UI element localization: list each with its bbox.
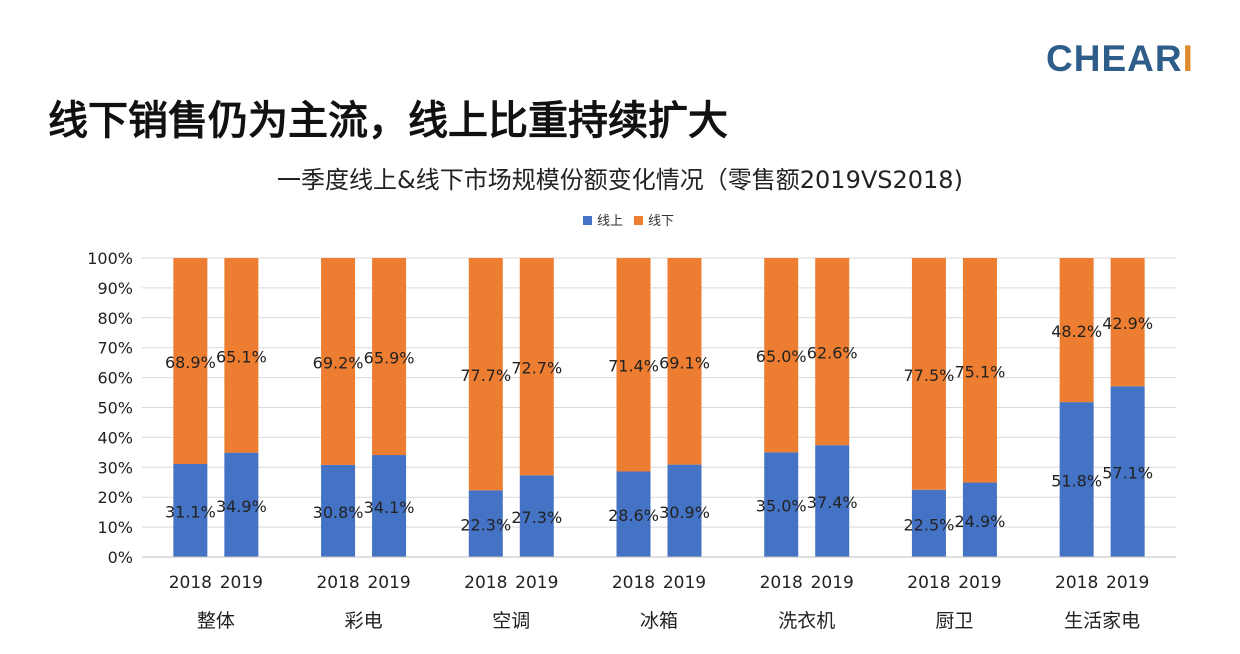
bar-online <box>321 464 356 557</box>
data-label-online: 22.5% <box>904 515 955 534</box>
data-label-online: 28.6% <box>608 506 659 525</box>
y-tick-label: 30% <box>97 458 133 477</box>
data-label-online: 31.1% <box>165 503 216 522</box>
data-label-online: 27.3% <box>511 508 562 527</box>
bar-offline <box>764 258 799 453</box>
bar-offline <box>616 258 651 472</box>
bar-offline <box>224 258 259 453</box>
x-category-label: 洗衣机 <box>778 610 835 632</box>
x-tick-year: 2018 <box>907 573 950 593</box>
bar-online <box>519 475 554 557</box>
y-tick-label: 0% <box>108 548 133 567</box>
bar-online <box>815 445 850 557</box>
data-label-offline: 71.4% <box>608 357 659 376</box>
bar-offline <box>1059 258 1094 403</box>
bar-offline <box>173 258 208 465</box>
chart-title: 一季度线上&线下市场规模份额变化情况（零售额2019VS2018) <box>277 166 963 194</box>
bar-online <box>372 455 407 557</box>
bar-online <box>962 482 997 557</box>
x-tick-year: 2019 <box>663 573 706 593</box>
x-category-label: 整体 <box>197 610 235 632</box>
x-tick-year: 2019 <box>1106 573 1149 593</box>
y-tick-label: 40% <box>97 428 133 447</box>
x-tick-year: 2019 <box>958 573 1001 593</box>
data-label-online: 57.1% <box>1102 464 1153 483</box>
y-tick-label: 70% <box>97 339 133 358</box>
legend-label-online: 线上 <box>597 214 623 229</box>
bar-offline <box>815 258 850 446</box>
chear-logo: CHEARI <box>1046 38 1194 80</box>
x-category-label: 彩电 <box>345 610 383 632</box>
data-label-online: 34.9% <box>216 497 267 516</box>
x-tick-year: 2019 <box>367 573 410 593</box>
x-tick-year: 2019 <box>515 573 558 593</box>
data-label-offline: 77.5% <box>904 366 955 385</box>
x-tick-year: 2018 <box>612 573 655 593</box>
data-label-online: 22.3% <box>460 516 511 535</box>
legend-swatch-online <box>583 216 592 225</box>
page-headline: 线下销售仍为主流，线上比重持续扩大 <box>48 98 728 144</box>
bar-offline <box>321 258 356 465</box>
data-label-offline: 62.6% <box>807 344 858 363</box>
data-label-online: 35.0% <box>756 497 807 516</box>
logo-text: CHEAR <box>1046 38 1183 79</box>
logo-accent: I <box>1182 38 1194 79</box>
y-tick-label: 100% <box>87 249 133 268</box>
y-tick-label: 80% <box>97 309 133 328</box>
bar-offline <box>667 258 702 465</box>
legend-label-offline: 线下 <box>648 214 674 229</box>
x-tick-year: 2019 <box>220 573 263 593</box>
bar-online <box>667 464 702 557</box>
data-label-offline: 42.9% <box>1102 314 1153 333</box>
data-label-offline: 69.2% <box>313 353 364 372</box>
data-label-offline: 48.2% <box>1051 322 1102 341</box>
bar-offline <box>962 258 997 483</box>
bar-online <box>468 490 503 557</box>
bar-offline <box>1110 258 1145 387</box>
y-tick-label: 90% <box>97 279 133 298</box>
bar-online <box>616 471 651 557</box>
data-label-offline: 65.9% <box>364 349 415 368</box>
bar-offline <box>519 258 554 476</box>
bar-offline <box>468 258 503 491</box>
data-label-online: 51.8% <box>1051 472 1102 491</box>
bar-online <box>173 464 208 557</box>
x-category-label: 生活家电 <box>1064 610 1140 632</box>
y-tick-label: 10% <box>97 518 133 537</box>
data-label-online: 37.4% <box>807 493 858 512</box>
data-label-offline: 72.7% <box>511 359 562 378</box>
data-label-offline: 75.1% <box>955 362 1006 381</box>
x-tick-year: 2019 <box>811 573 854 593</box>
bar-offline <box>372 258 407 456</box>
bar-online <box>764 452 799 557</box>
x-category-label: 厨卫 <box>935 610 973 632</box>
data-label-online: 24.9% <box>955 512 1006 531</box>
y-tick-label: 20% <box>97 488 133 507</box>
x-tick-year: 2018 <box>169 573 212 593</box>
legend-swatch-offline <box>634 216 643 225</box>
x-tick-year: 2018 <box>464 573 507 593</box>
bar-online <box>1059 402 1094 557</box>
data-label-offline: 65.0% <box>756 347 807 366</box>
bar-online <box>224 452 259 557</box>
bar-offline <box>911 258 946 490</box>
data-label-online: 34.1% <box>364 498 415 517</box>
data-label-offline: 69.1% <box>659 353 710 372</box>
data-label-offline: 68.9% <box>165 353 216 372</box>
x-tick-year: 2018 <box>316 573 359 593</box>
data-label-offline: 65.1% <box>216 347 267 366</box>
bar-online <box>911 489 946 557</box>
x-tick-year: 2018 <box>760 573 803 593</box>
y-tick-label: 50% <box>97 399 133 418</box>
data-label-online: 30.8% <box>313 503 364 522</box>
x-category-label: 冰箱 <box>640 610 678 632</box>
y-tick-label: 60% <box>97 369 133 388</box>
bar-online <box>1110 386 1145 557</box>
data-label-online: 30.9% <box>659 503 710 522</box>
data-label-offline: 77.7% <box>460 366 511 385</box>
x-tick-year: 2018 <box>1055 573 1098 593</box>
x-category-label: 空调 <box>492 610 530 632</box>
